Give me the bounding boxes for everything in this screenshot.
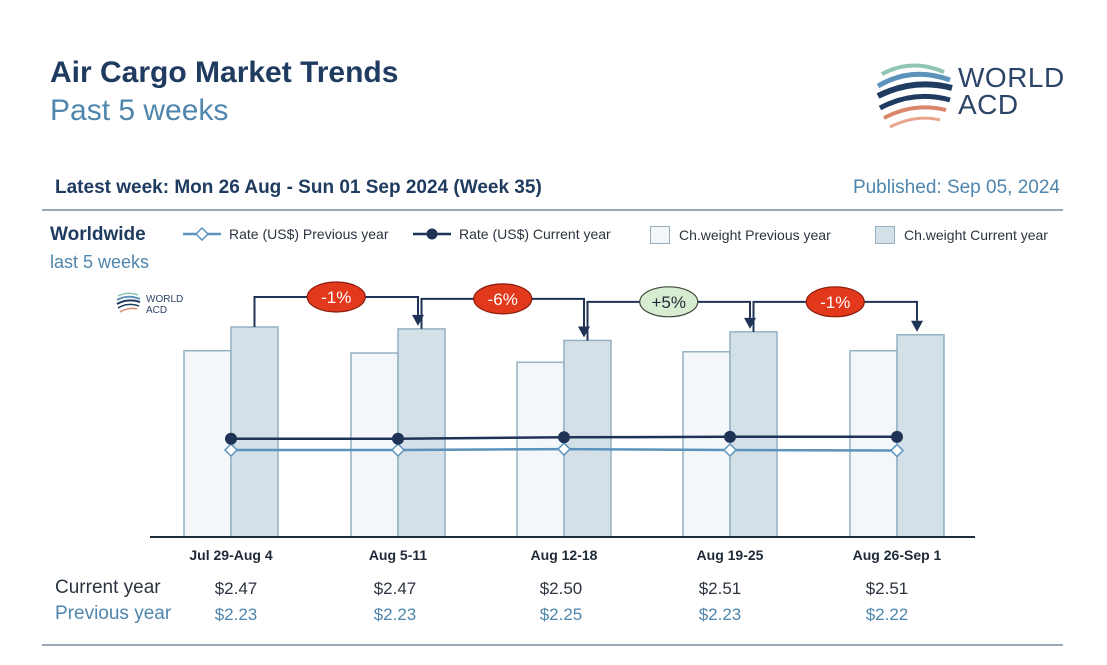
region-name: Worldwide [50,224,146,245]
bar-weight-cur-3 [729,331,778,538]
change-badge-label-3: -1% [820,293,850,312]
bar-weight-cur-1 [397,328,446,538]
x-tick-label-0: Jul 29-Aug 4 [189,547,272,563]
x-tick-label-4: Aug 26-Sep 1 [853,547,942,563]
latest-week-label: Latest week: Mon 26 Aug - Sun 01 Sep 202… [55,177,542,198]
previous-rate-4: $2.22 [865,605,909,624]
logo-word-acd: ACD [958,89,1019,120]
bar-weight-prev-0 [183,349,232,538]
legend-weight-cur-swatch [875,226,895,244]
rate-prev-point-1 [390,442,406,458]
chart-logo-acd: ACD [146,305,167,315]
page-title: Air Cargo Market Trends [50,56,399,89]
current-rate-4: $2.51 [865,579,909,598]
current-year-label: Current year [55,577,161,598]
previous-year-label: Previous year [55,603,172,624]
legend-weight-prev: Ch.weight Previous year [650,226,831,244]
legend-rate-prev-marker [183,227,221,241]
bar-weight-cur-0 [230,326,279,538]
page-subtitle: Past 5 weeks [50,94,229,127]
legend-weight-cur-label: Ch.weight Current year [904,227,1048,243]
legend-weight-prev-swatch [650,226,670,244]
rate-prev-point-4 [889,443,905,458]
header-divider [42,209,1063,211]
rate-cur-point-3 [724,430,736,443]
change-badge-label-0: -1% [321,288,351,307]
chart-logo-world: WORLD [146,294,183,305]
current-rate-1: $2.47 [373,579,417,598]
change-badge-label-2: +5% [652,293,687,312]
legend-weight-cur: Ch.weight Current year [875,226,1048,244]
current-rate-2: $2.50 [539,579,583,598]
previous-rate-0: $2.23 [214,605,258,624]
region-period: last 5 weeks [50,252,150,272]
bar-weight-cur-4 [896,334,945,538]
rate-prev-point-3 [722,442,738,458]
previous-rate-1: $2.23 [373,605,417,624]
legend-rate-cur-marker [413,228,451,240]
previous-rate-2: $2.25 [539,605,583,624]
bar-weight-prev-4 [849,349,898,538]
previous-rate-3: $2.23 [698,605,742,624]
legend-rate-prev-label: Rate (US$) Previous year [229,226,389,242]
legend-weight-prev-label: Ch.weight Previous year [679,227,831,243]
rate-prev-point-2 [556,441,572,457]
chart-watermark-logo: WORLD ACD [116,292,183,315]
bar-weight-prev-1 [350,352,399,538]
rate-cur-point-4 [891,430,903,443]
bar-weight-prev-3 [682,351,731,538]
x-tick-label-2: Aug 12-18 [531,547,598,563]
legend-rate-cur: Rate (US$) Current year [413,226,611,242]
bar-weight-cur-2 [563,339,612,538]
change-badge-3 [805,286,865,318]
published-date: Published: Sep 05, 2024 [852,177,1060,198]
logo-word-world: WORLD [958,62,1065,93]
legend-rate-prev: Rate (US$) Previous year [183,226,389,242]
x-tick-label-1: Aug 5-11 [369,547,428,563]
world-acd-logo [876,63,953,129]
rate-cur-point-2 [558,431,570,444]
change-badge-2 [639,286,699,318]
change-badge-label-1: -6% [488,290,518,309]
change-arrow-3 [911,320,923,332]
rate-prev-point-0 [223,442,239,458]
rate-cur-point-0 [225,432,237,445]
change-badge-0 [306,281,366,313]
change-badge-1 [473,283,533,315]
current-rate-0: $2.47 [214,579,258,598]
legend-rate-cur-label: Rate (US$) Current year [459,226,611,242]
logo-wordmark: WORLD ACD [958,62,1065,120]
footer-divider [42,644,1063,646]
x-tick-label-3: Aug 19-25 [697,547,764,563]
current-rate-3: $2.51 [698,579,742,598]
rate-cur-point-1 [392,432,404,445]
